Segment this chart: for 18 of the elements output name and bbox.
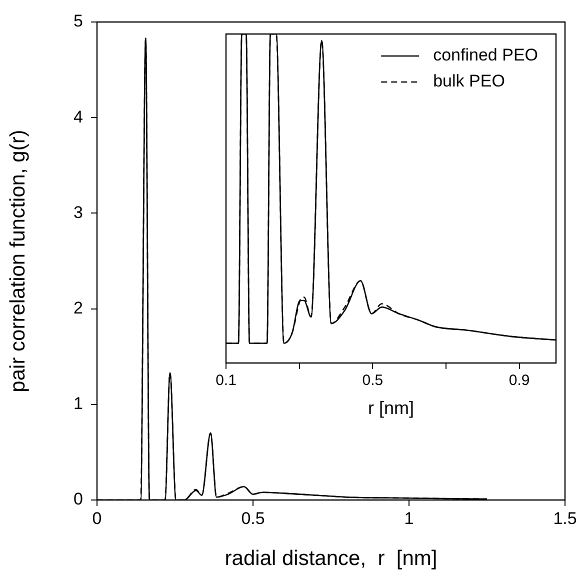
x-tick-label: 0 (92, 508, 102, 528)
y-tick-label: 5 (74, 12, 83, 31)
x-tick-label: 0.5 (362, 372, 384, 390)
y-tick-label: 2 (74, 298, 83, 318)
x-tick-label: 0.9 (508, 372, 530, 390)
x-tick-label: 1.5 (553, 508, 577, 528)
x-tick-label: 0.1 (216, 372, 236, 390)
legend-label: bulk PEO (433, 72, 505, 91)
y-tick-label: 1 (74, 394, 83, 414)
y-axis-title: pair correlation function, g(r) (6, 130, 30, 392)
y-tick-label: 4 (74, 107, 83, 126)
x-tick-label: 1 (404, 508, 414, 528)
x-axis-title: radial distance, r [nm] (224, 547, 438, 570)
x-tick-label: 0.5 (241, 508, 265, 528)
x-axis-title: r [nm] (368, 398, 414, 418)
legend-label: confined PEO (433, 46, 538, 65)
y-tick-label: 0 (74, 490, 83, 509)
y-tick-label: 3 (74, 202, 83, 222)
